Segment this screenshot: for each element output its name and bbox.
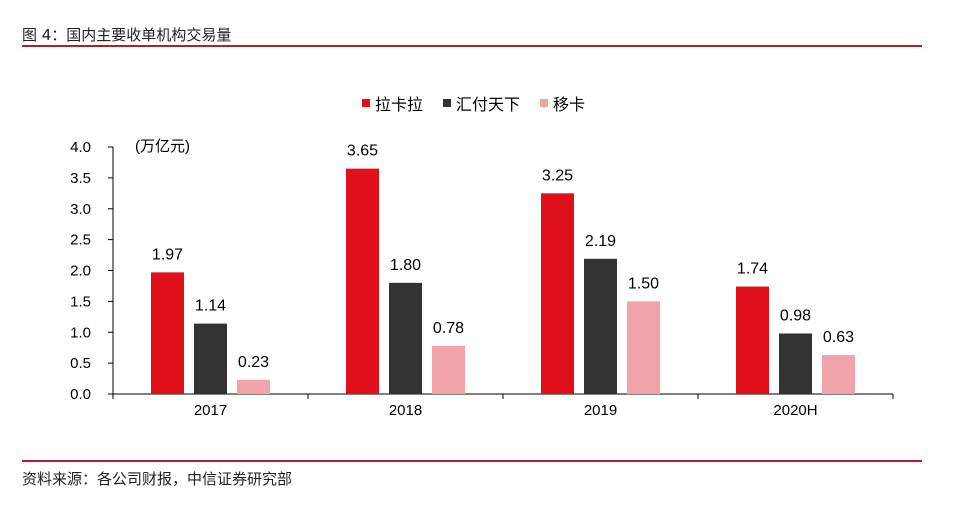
bar-汇付天下 xyxy=(194,323,227,394)
bar-汇付天下 xyxy=(779,333,812,394)
bar-拉卡拉 xyxy=(151,272,184,394)
data-label: 0.63 xyxy=(823,329,854,346)
x-tick-label: 2018 xyxy=(389,402,422,419)
data-label: 0.23 xyxy=(238,354,269,371)
source-rule xyxy=(22,460,922,462)
unit-label: (万亿元) xyxy=(135,138,190,155)
data-label: 1.50 xyxy=(628,275,659,292)
x-tick-label: 2017 xyxy=(194,402,227,419)
y-tick-label: 0.5 xyxy=(70,355,91,372)
data-label: 0.78 xyxy=(433,320,464,337)
y-tick-label: 4.0 xyxy=(70,139,91,156)
y-tick-label: 1.5 xyxy=(70,293,91,310)
legend-swatch xyxy=(540,99,548,107)
bar-移卡 xyxy=(822,355,855,394)
legend-label: 移卡 xyxy=(553,96,585,114)
x-tick-label: 2019 xyxy=(584,402,617,419)
bar-拉卡拉 xyxy=(541,193,574,394)
y-tick-label: 2.0 xyxy=(70,263,91,280)
data-label: 1.74 xyxy=(737,261,768,278)
legend-swatch xyxy=(443,99,451,107)
y-tick-label: 3.5 xyxy=(70,170,91,187)
source-note: 资料来源：各公司财报，中信证券研究部 xyxy=(22,470,293,488)
bar-汇付天下 xyxy=(584,258,617,394)
bar-移卡 xyxy=(627,301,660,394)
bar-拉卡拉 xyxy=(346,168,379,394)
x-tick-label: 2020H xyxy=(773,402,817,419)
data-label: 2.19 xyxy=(585,233,616,250)
y-tick-label: 1.0 xyxy=(70,324,91,341)
y-tick-label: 2.5 xyxy=(70,232,91,249)
legend-label: 汇付天下 xyxy=(456,96,520,114)
legend-swatch xyxy=(362,99,370,107)
bar-汇付天下 xyxy=(389,282,422,394)
data-label: 3.65 xyxy=(347,143,378,160)
data-label: 1.97 xyxy=(152,246,183,263)
bar-移卡 xyxy=(432,345,465,394)
data-label: 3.25 xyxy=(542,167,573,184)
title-rule xyxy=(22,45,922,47)
bar-拉卡拉 xyxy=(736,286,769,394)
y-tick-label: 3.0 xyxy=(70,201,91,218)
figure-title: 图 4：国内主要收单机构交易量 xyxy=(22,26,232,44)
data-label: 1.14 xyxy=(195,298,226,315)
bar-移卡 xyxy=(237,379,270,394)
y-tick-label: 0.0 xyxy=(70,386,91,403)
data-label: 0.98 xyxy=(780,307,811,324)
data-label: 1.80 xyxy=(390,257,421,274)
legend-label: 拉卡拉 xyxy=(375,96,423,114)
